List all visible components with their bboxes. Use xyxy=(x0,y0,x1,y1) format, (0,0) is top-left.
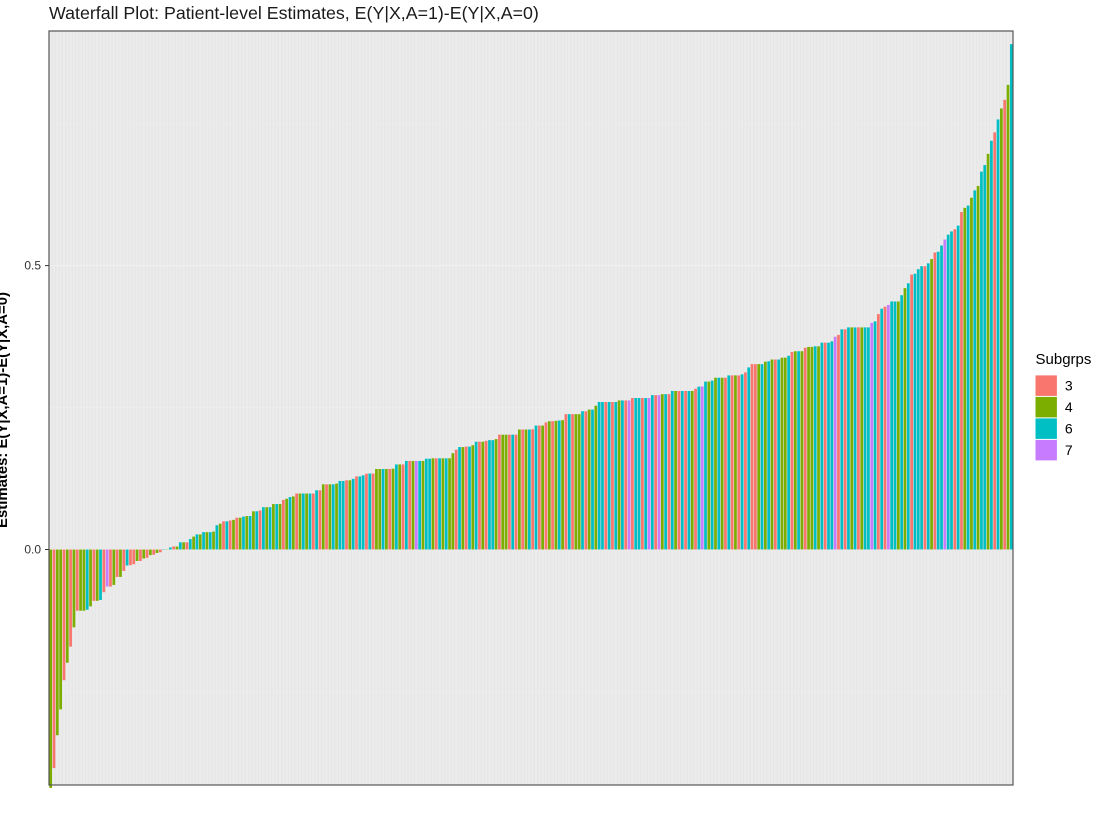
svg-text:6: 6 xyxy=(1065,421,1073,437)
svg-text:0.5: 0.5 xyxy=(24,259,41,273)
svg-text:Subgrps: Subgrps xyxy=(1036,351,1092,368)
svg-text:4: 4 xyxy=(1065,399,1073,415)
svg-text:3: 3 xyxy=(1065,378,1073,394)
svg-text:7: 7 xyxy=(1065,442,1073,458)
svg-text:0.0: 0.0 xyxy=(24,543,41,557)
